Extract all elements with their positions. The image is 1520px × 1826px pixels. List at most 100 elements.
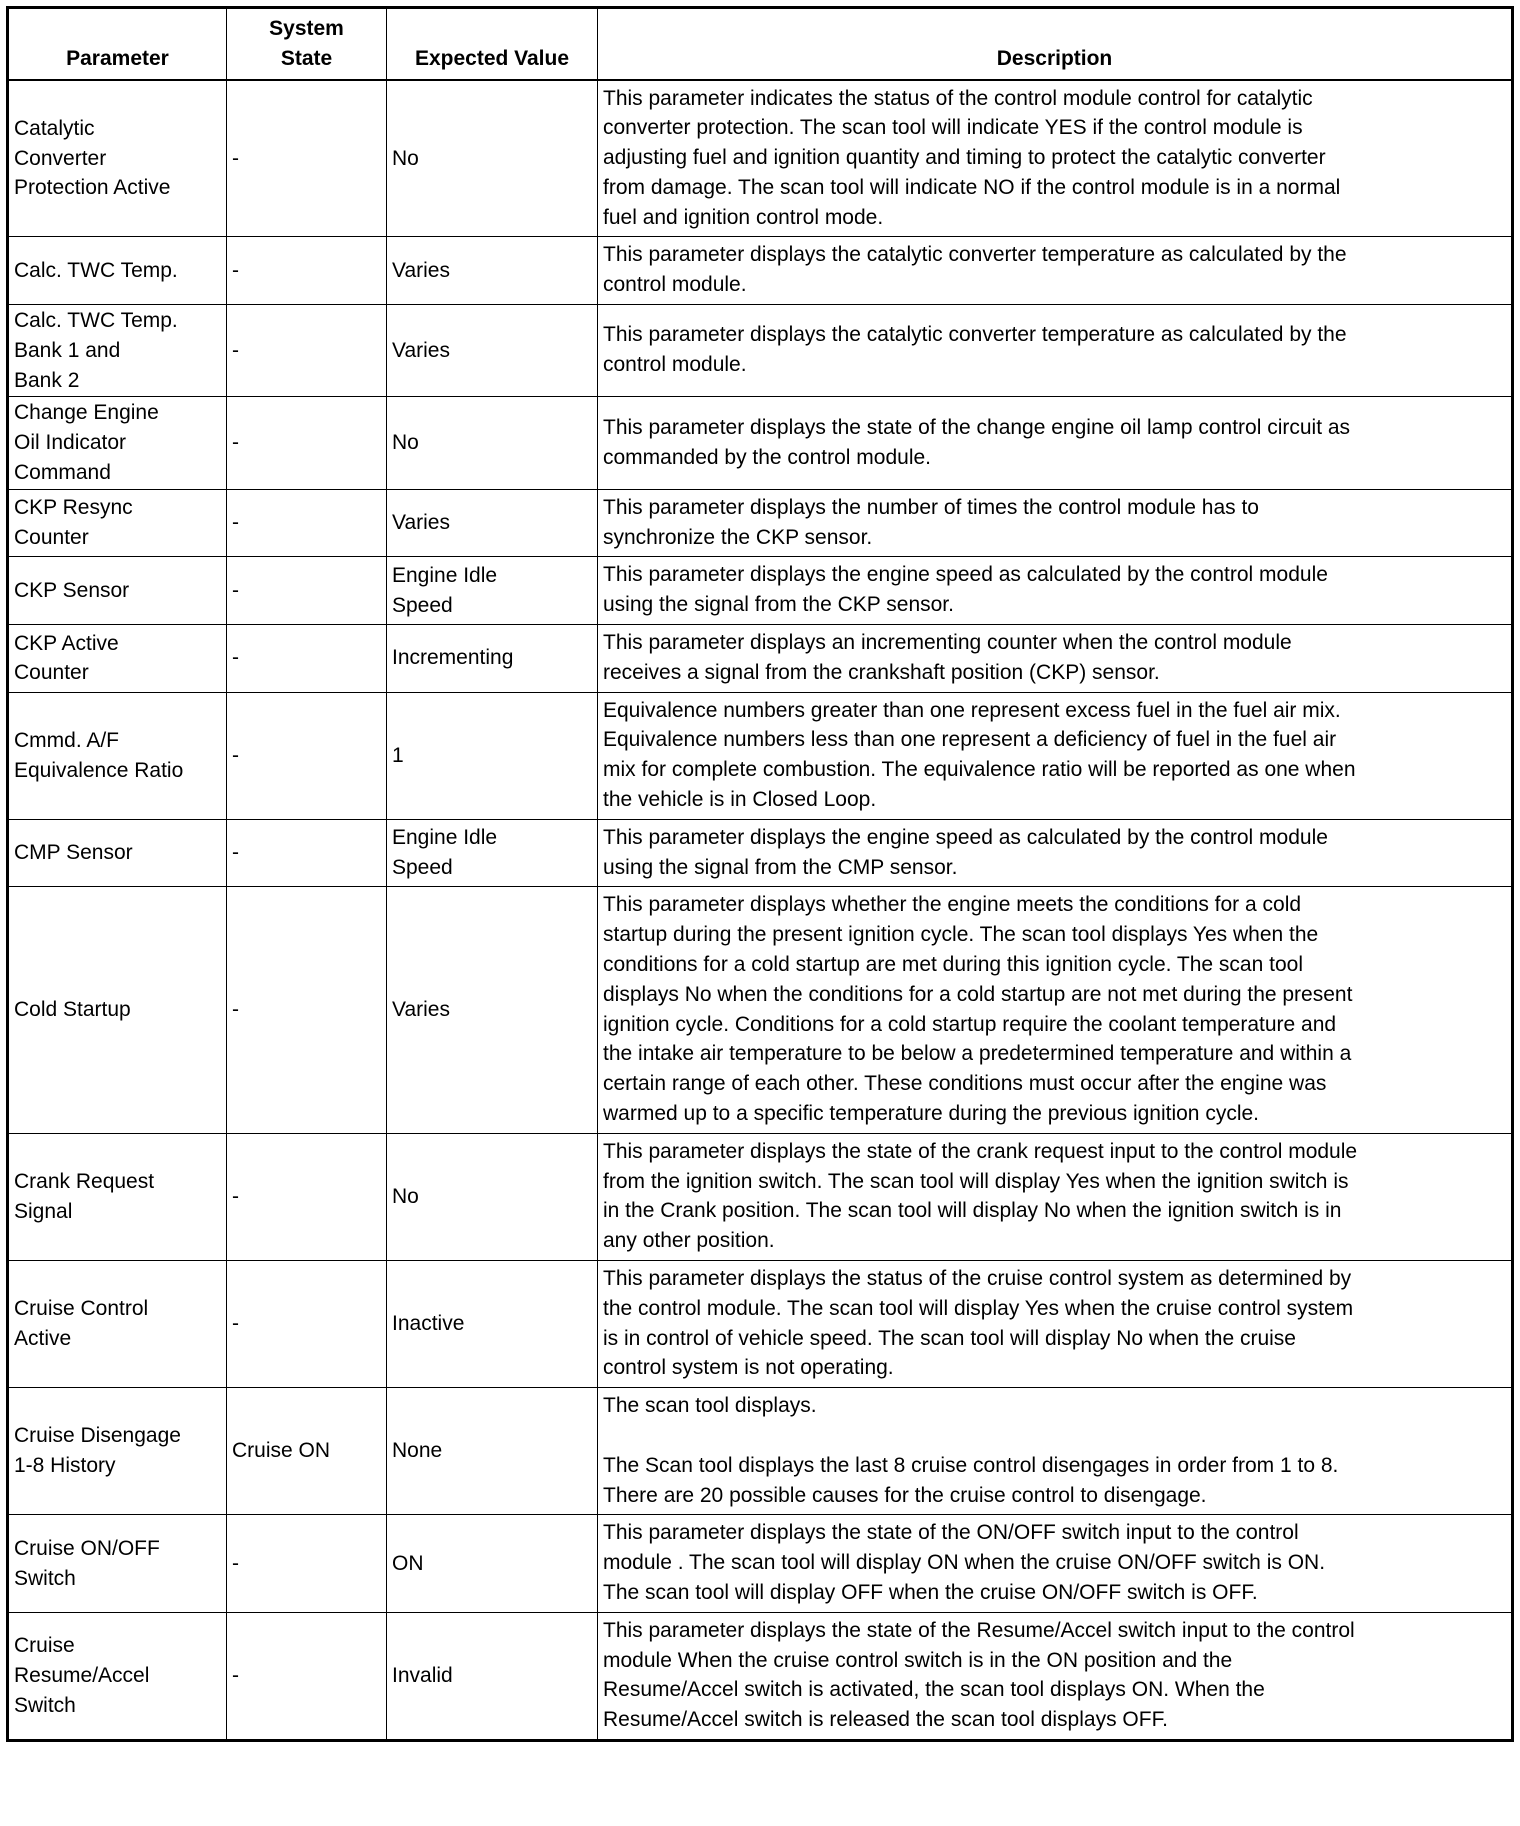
- parameter-line: 1-8 History: [14, 1454, 116, 1478]
- header-text: Description: [996, 46, 1113, 70]
- expected-value-line: Engine Idle: [392, 563, 498, 587]
- header-text: Parameter: [66, 46, 169, 70]
- description-cell: Equivalence numbers greater than one rep…: [597, 691, 1513, 820]
- expected-value-line: Invalid: [392, 1663, 453, 1687]
- description-line: module When the cruise control switch is…: [603, 1648, 1233, 1672]
- table-row: Calc. TWC Temp. Bank 1 and Bank 2 - Varies Th…: [7, 304, 1513, 398]
- system-state-line: -: [232, 841, 239, 865]
- expected-value-cell: 1: [386, 691, 598, 820]
- system-state-cell: -: [226, 236, 387, 306]
- description-line: This parameter displays the state of the…: [603, 1139, 1358, 1163]
- system-state-cell: -: [226, 886, 387, 1134]
- expected-value-cell: Varies: [386, 304, 598, 398]
- table-row: Cruise ON/OFF Switch - ON This parameter dis…: [7, 1514, 1513, 1613]
- parameter-line: Counter: [14, 661, 89, 685]
- header-parameter: Parameter: [7, 7, 227, 81]
- description-line: is in control of vehicle speed. The scan…: [603, 1326, 1296, 1350]
- table-row: CKP Active Counter - Incrementing This param…: [7, 624, 1513, 693]
- system-state-cell: -: [226, 556, 387, 626]
- description-line: This parameter displays the state of the…: [603, 415, 1351, 439]
- parameter-line: Bank 2: [14, 368, 80, 392]
- expected-value-cell: No: [386, 1132, 598, 1261]
- description-line: Equivalence numbers greater than one rep…: [603, 698, 1341, 722]
- description-line: the vehicle is in Closed Loop.: [603, 788, 877, 812]
- parameter-cell: Cold Startup: [7, 886, 227, 1134]
- table-row: CKP Resync Counter - Varies This parameter d…: [7, 488, 1513, 558]
- system-state-cell: -: [226, 1514, 387, 1613]
- description-line: synchronize the CKP sensor.: [603, 525, 873, 549]
- description-line: The scan tool displays.: [603, 1394, 817, 1418]
- parameter-line: Active: [14, 1327, 72, 1351]
- parameter-cell: Change Engine Oil Indicator Command: [7, 396, 227, 490]
- expected-value-cell: Engine Idle Speed: [386, 818, 598, 888]
- parameter-cell: CKP Sensor: [7, 556, 227, 626]
- description-line: This parameter displays the number of ti…: [603, 495, 1259, 519]
- parameter-cell: Crank Request Signal: [7, 1132, 227, 1261]
- parameter-line: Catalytic: [14, 116, 95, 140]
- system-state-line: -: [232, 1663, 239, 1687]
- parameter-line: CKP Sensor: [14, 578, 130, 602]
- expected-value-line: Incrementing: [392, 646, 514, 670]
- description-line: This parameter displays the catalytic co…: [603, 243, 1347, 267]
- parameter-line: Change Engine: [14, 401, 159, 425]
- description-line: adjusting fuel and ignition quantity and…: [603, 146, 1326, 170]
- parameter-line: Equivalence Ratio: [14, 758, 184, 782]
- system-state-cell: -: [226, 624, 387, 693]
- system-state-line: -: [232, 1551, 239, 1575]
- parameter-line: Cruise Control: [14, 1297, 149, 1321]
- description-line: from damage. The scan tool will indicate…: [603, 175, 1341, 199]
- description-cell: This parameter displays the catalytic co…: [597, 304, 1513, 398]
- description-cell: This parameter displays the status of th…: [597, 1259, 1513, 1389]
- parameter-line: Command: [14, 461, 111, 485]
- description-line: the control module. The scan tool will d…: [603, 1296, 1354, 1320]
- table-row: Calc. TWC Temp. - Varies This parameter dis…: [7, 236, 1513, 306]
- system-state-line: -: [232, 578, 239, 602]
- description-line: fuel and ignition control mode.: [603, 205, 884, 229]
- expected-value-cell: Varies: [386, 488, 598, 558]
- system-state-line: Cruise ON: [232, 1439, 331, 1463]
- description-cell: This parameter displays the engine speed…: [597, 556, 1513, 626]
- parameter-line: Protection Active: [14, 176, 171, 200]
- description-line: Resume/Accel switch is released the scan…: [603, 1708, 1168, 1732]
- description-line: startup during the present ignition cycl…: [603, 923, 1319, 947]
- parameter-line: Signal: [14, 1199, 73, 1223]
- description-cell: This parameter indicates the status of t…: [597, 78, 1513, 238]
- description-line: using the signal from the CMP sensor.: [603, 855, 958, 879]
- header-description: Description: [597, 7, 1513, 81]
- expected-value-line: 1: [392, 743, 404, 767]
- system-state-cell: -: [226, 1132, 387, 1261]
- parameter-cell: Cruise Disengage 1-8 History: [7, 1387, 227, 1516]
- parameter-line: Cruise Disengage: [14, 1424, 181, 1448]
- expected-value-cell: None: [386, 1387, 598, 1516]
- expected-value-line: Varies: [392, 338, 450, 362]
- description-line: There are 20 possible causes for the cru…: [603, 1483, 1207, 1507]
- system-state-cell: -: [226, 818, 387, 888]
- table-row: CMP Sensor - Engine Idle Speed This paramete…: [7, 818, 1513, 888]
- parameter-line: Cruise: [14, 1634, 75, 1658]
- expected-value-cell: No: [386, 78, 598, 238]
- expected-value-line: ON: [392, 1551, 424, 1575]
- expected-value-line: Varies: [392, 258, 450, 282]
- system-state-line: -: [232, 998, 239, 1022]
- description-cell: This parameter displays the number of ti…: [597, 488, 1513, 558]
- table-row: Crank Request Signal - No This parameter dis…: [7, 1132, 1513, 1261]
- expected-value-line: Inactive: [392, 1312, 465, 1336]
- system-state-line: -: [232, 1184, 239, 1208]
- description-cell: This parameter displays whether the engi…: [597, 886, 1513, 1134]
- description-line: receives a signal from the crankshaft po…: [603, 660, 1160, 684]
- parameter-cell: CKP Active Counter: [7, 624, 227, 693]
- parameter-line: Converter: [14, 146, 107, 170]
- parameter-line: Resume/Accel: [14, 1663, 150, 1687]
- description-cell: This parameter displays the state of the…: [597, 1611, 1513, 1741]
- description-line: This parameter displays the status of th…: [603, 1266, 1352, 1290]
- description-line: using the signal from the CKP sensor.: [603, 593, 954, 617]
- system-state-line: -: [232, 146, 239, 170]
- parameter-cell: CKP Resync Counter: [7, 488, 227, 558]
- header-row: Parameter System State Expected Value Descri…: [7, 7, 1513, 81]
- header-text: State: [280, 46, 333, 70]
- description-line: from the ignition switch. The scan tool …: [603, 1169, 1349, 1193]
- description-line: This parameter displays the state of the…: [603, 1521, 1299, 1545]
- system-state-line: -: [232, 431, 239, 455]
- expected-value-cell: Invalid: [386, 1611, 598, 1741]
- description-line: control system is not operating.: [603, 1356, 894, 1380]
